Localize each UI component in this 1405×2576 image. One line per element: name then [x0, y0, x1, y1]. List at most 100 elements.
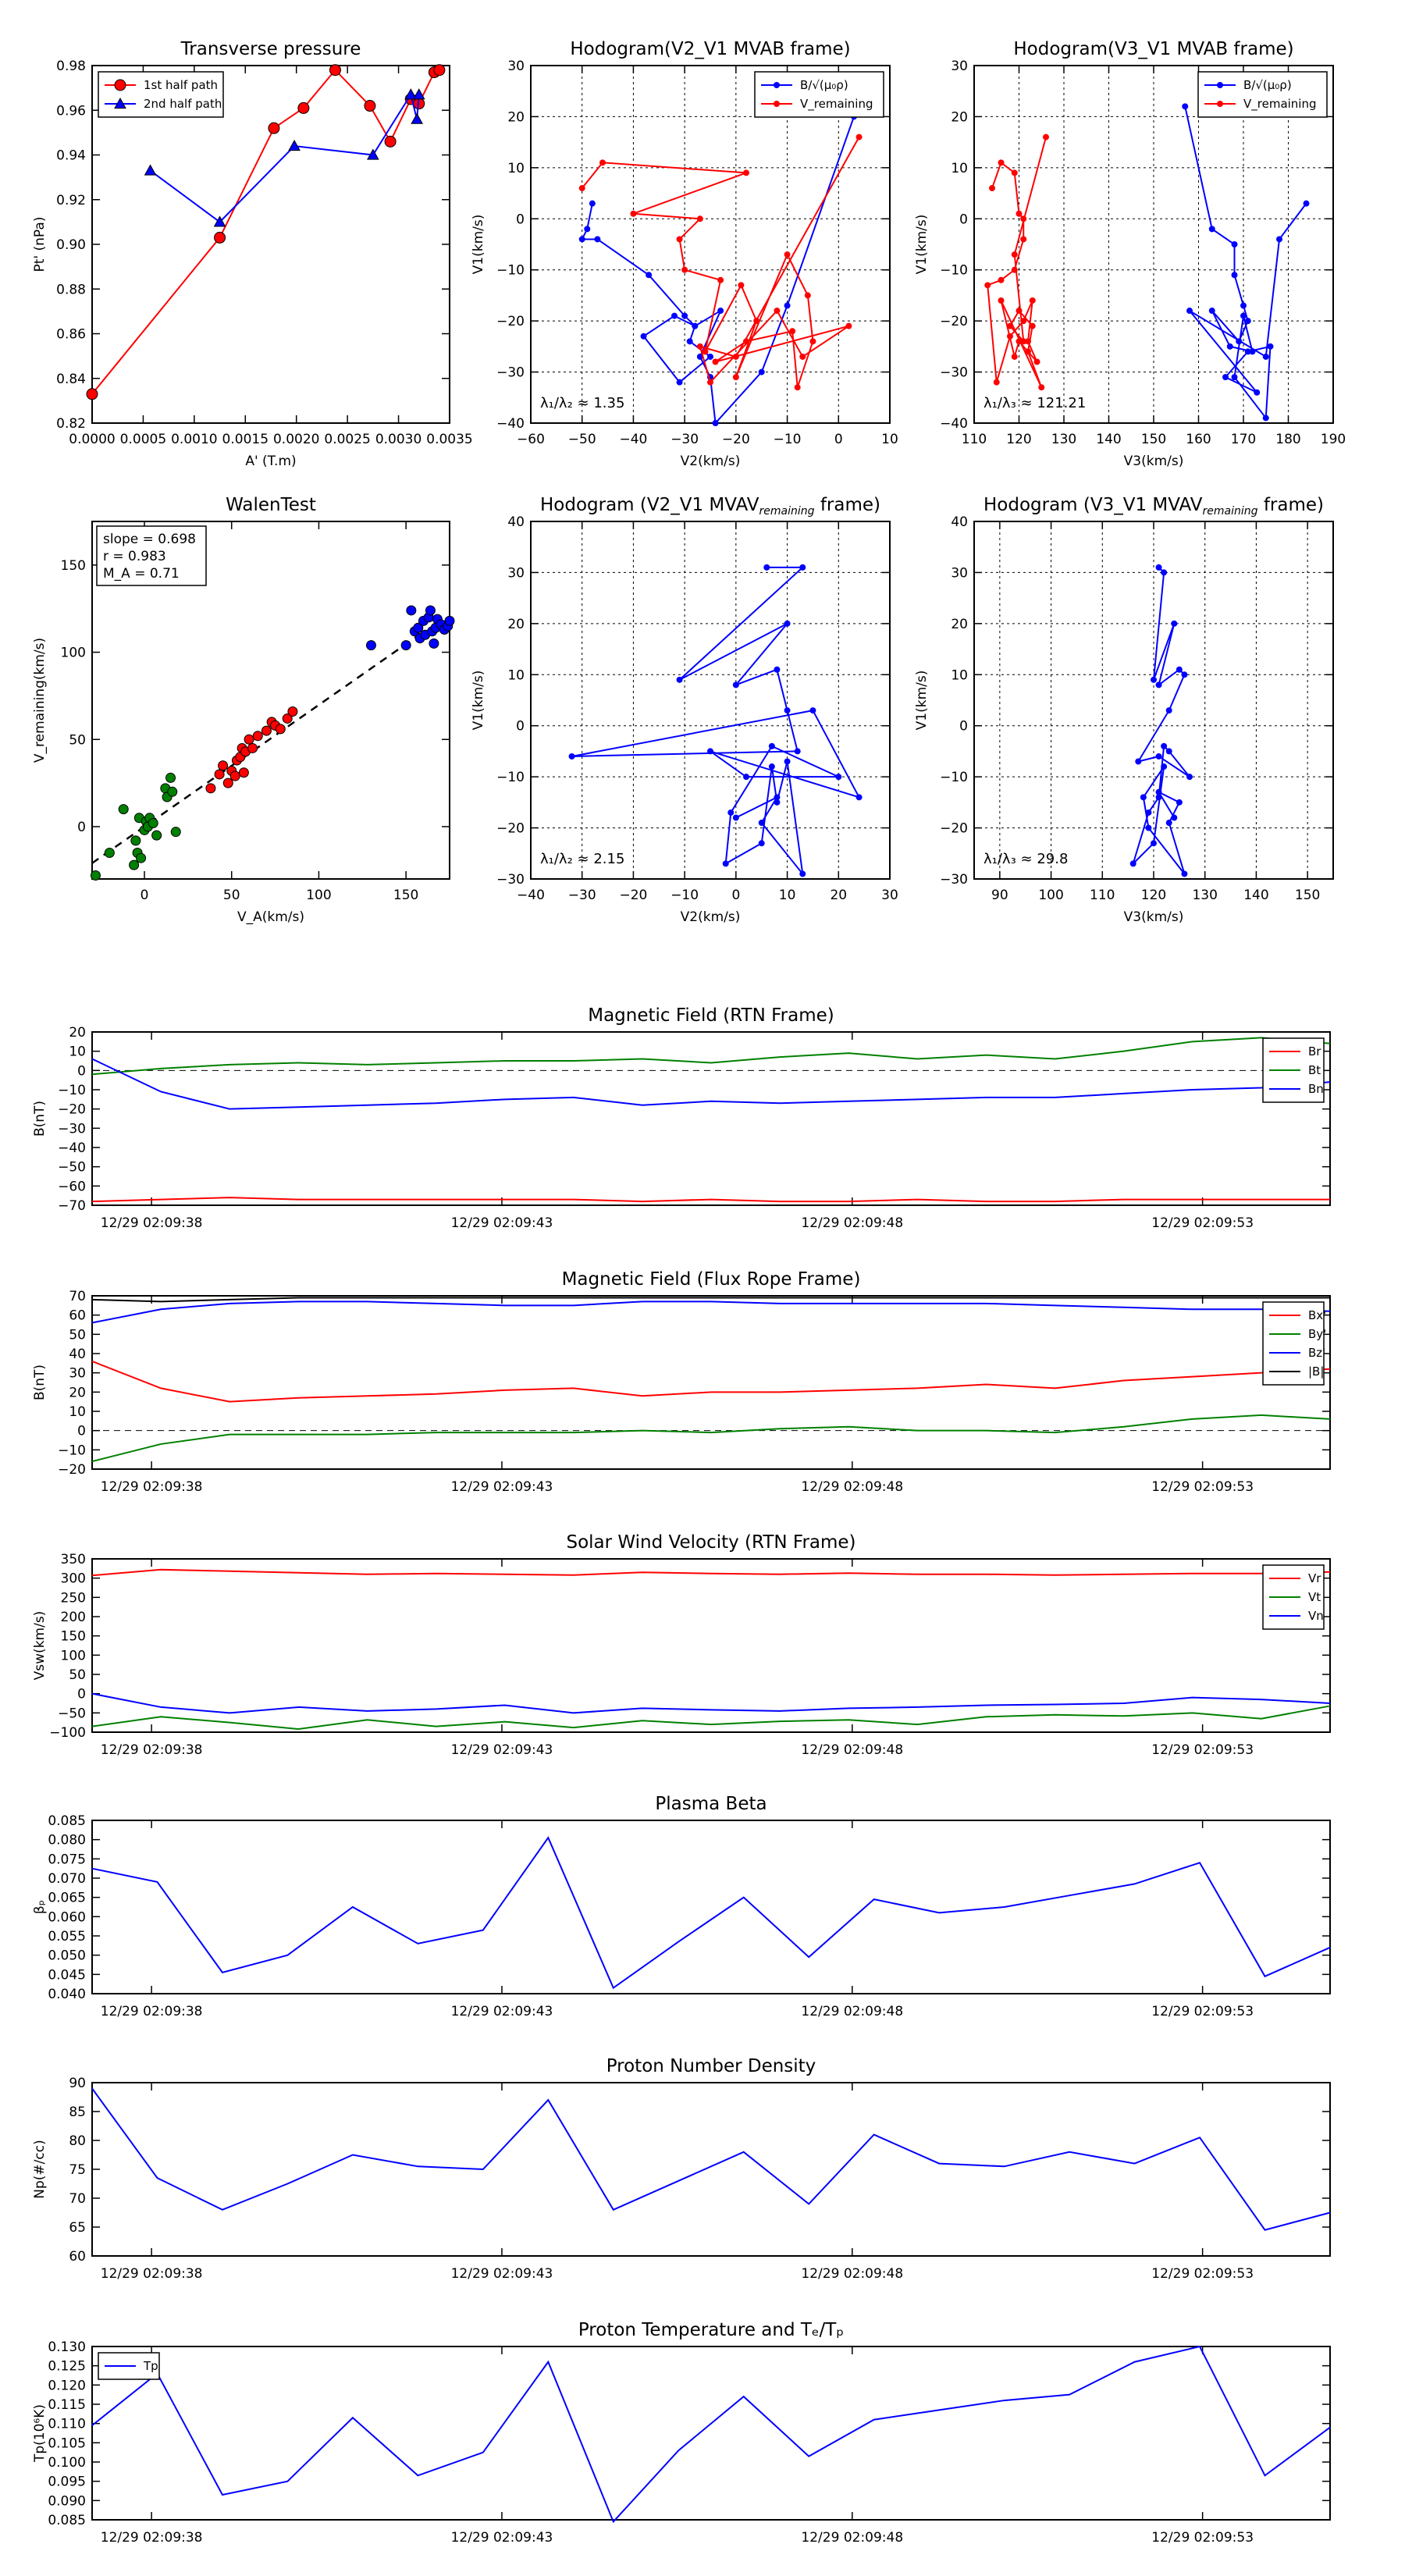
data-point [1208, 308, 1215, 315]
x-tick-label: −30 [568, 888, 596, 903]
y-tick-label: −20 [496, 821, 525, 837]
y-tick-label: 65 [69, 2220, 86, 2236]
data-point [104, 847, 115, 858]
y-tick-label: 0.085 [48, 2513, 86, 2528]
data-point [1043, 133, 1049, 141]
fit-line [91, 631, 425, 864]
x-tick-label: 0.0000 [69, 432, 115, 447]
y-tick-label: 0.040 [48, 1987, 86, 2002]
chart-title: Magnetic Field (Flux Rope Frame) [562, 1269, 861, 1290]
data-point [671, 312, 678, 319]
x-axis-label: V2(km/s) [681, 454, 741, 469]
data-point [1226, 343, 1233, 350]
data-point [329, 64, 341, 76]
chart-title: WalenTest [226, 495, 316, 515]
x-tick-label: 12/29 02:09:43 [451, 1479, 553, 1495]
y-tick-label: 50 [69, 1667, 86, 1683]
data-point [1135, 758, 1142, 765]
x-tick-label: 190 [1321, 432, 1346, 447]
y-tick-label: 0.065 [48, 1891, 86, 1906]
x-tick-label: 130 [1192, 888, 1217, 903]
data-point [252, 731, 263, 742]
data-point [213, 215, 226, 227]
data-point [743, 774, 749, 781]
x-tick-label: 0.0035 [426, 432, 472, 447]
y-tick-label: 150 [61, 558, 86, 574]
data-point [1016, 210, 1023, 217]
data-point [774, 101, 780, 107]
x-tick-label: 12/29 02:09:48 [801, 1742, 903, 1758]
x-tick-label: 150 [1141, 432, 1166, 447]
data-point [151, 830, 162, 841]
y-tick-label: 0.82 [56, 416, 86, 432]
data-point [1262, 415, 1269, 422]
panel-h4: −30 −20 −10 0 10 20 30 40 90 100 110 120 130 140 150 Ho… [914, 495, 1334, 925]
x-tick-label: 12/29 02:09:43 [451, 2004, 553, 2019]
x-tick-label: 12/29 02:09:48 [801, 2266, 903, 2282]
series-line-B/√(μ₀ρ) [581, 116, 855, 425]
x-tick-label: 130 [1051, 432, 1076, 447]
data-point [799, 353, 806, 360]
y-tick-label: 200 [61, 1610, 86, 1625]
y-tick-label: −30 [940, 872, 968, 888]
panel-tp: 0.82 0.84 0.86 0.88 0.90 0.92 0.94 0.96 0.98 0.00… [32, 39, 473, 469]
x-tick-label: 0.0030 [375, 432, 422, 447]
data-point [809, 338, 816, 345]
data-point [989, 185, 995, 192]
data-point [707, 379, 713, 386]
data-point [1240, 302, 1247, 309]
chart-title: Proton Number Density [606, 2056, 816, 2076]
y-tick-label: 0.055 [48, 1929, 86, 1944]
x-tick-label: 12/29 02:09:48 [801, 1479, 903, 1495]
data-point [768, 742, 775, 749]
data-point [297, 101, 310, 114]
y-tick-label: 0 [959, 719, 968, 735]
legend-label: Vr [1308, 1571, 1321, 1585]
data-point [753, 318, 760, 325]
data-point [692, 322, 699, 329]
series-line-V_remaining [581, 137, 860, 388]
legend-frame [1197, 71, 1328, 118]
y-tick-label: 0.105 [48, 2435, 86, 2451]
data-point [738, 282, 745, 289]
chart-title: Magnetic Field (RTN Frame) [588, 1005, 834, 1026]
y-tick-label: −40 [496, 416, 525, 432]
data-point [268, 122, 280, 134]
data-point [763, 564, 770, 571]
y-tick-label: −60 [58, 1179, 86, 1194]
legend-label: Br [1308, 1044, 1321, 1059]
y-tick-label: −20 [58, 1102, 86, 1118]
data-point [247, 742, 258, 753]
axes-frame [530, 521, 891, 880]
panel-h2: −40 −30 −20 −10 0 10 20 30 110 120 130 140 150 160 170… [914, 39, 1346, 469]
y-tick-label: 70 [69, 1289, 86, 1304]
data-point [1007, 333, 1013, 340]
data-point [1025, 348, 1031, 355]
y-tick-label: 20 [507, 109, 525, 125]
stat-line: M_A = 0.71 [103, 566, 180, 582]
data-point [433, 64, 446, 76]
data-point [148, 818, 158, 829]
y-tick-label: 0.88 [56, 282, 86, 297]
y-tick-label: 20 [507, 617, 525, 632]
data-point [1140, 794, 1147, 801]
data-point [1029, 297, 1036, 304]
data-point [1011, 169, 1018, 176]
y-tick-label: 40 [951, 514, 968, 530]
data-point [1217, 82, 1223, 88]
y-tick-label: 30 [507, 59, 525, 74]
legend-label: B/√(μ₀ρ) [1243, 78, 1292, 92]
x-tick-label: 150 [393, 888, 418, 903]
y-axis-label: B(nT) [32, 1364, 48, 1400]
y-tick-label: −20 [940, 314, 968, 329]
x-tick-label: −20 [722, 432, 750, 447]
data-point [1171, 814, 1178, 821]
data-point [774, 82, 780, 88]
y-tick-label: 0.100 [48, 2455, 86, 2471]
data-point [1151, 676, 1157, 683]
data-point [712, 420, 719, 426]
stats-frame [96, 525, 207, 586]
x-tick-label: 12/29 02:09:53 [1151, 1742, 1254, 1758]
y-tick-label: 300 [61, 1571, 86, 1587]
y-tick-label: 0.96 [56, 103, 86, 119]
